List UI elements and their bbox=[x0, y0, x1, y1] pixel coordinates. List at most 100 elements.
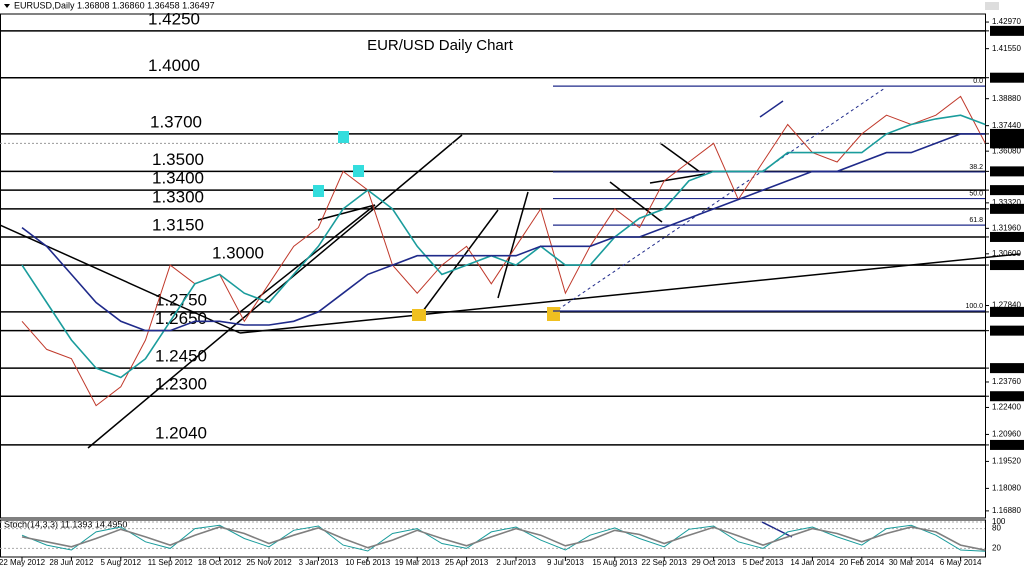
stoch-tick-label: 80 bbox=[992, 524, 1001, 533]
trendline bbox=[229, 204, 376, 321]
x-tick-label: 19 Mar 2013 bbox=[395, 558, 440, 567]
x-tick-label: 25 Apr 2013 bbox=[445, 558, 489, 567]
scroll-button[interactable] bbox=[985, 2, 999, 10]
price-box bbox=[990, 363, 1024, 374]
level-label: 1.2450 bbox=[155, 347, 207, 366]
price-box bbox=[990, 203, 1024, 214]
y-tick-label: 1.20960 bbox=[992, 430, 1021, 439]
fib-label: 38.2 bbox=[969, 164, 983, 171]
y-tick-label: 1.38880 bbox=[992, 94, 1021, 103]
marker bbox=[338, 131, 349, 143]
series-line bbox=[21, 133, 986, 332]
price-box bbox=[990, 306, 1024, 317]
trendline bbox=[419, 209, 499, 316]
trendline bbox=[87, 134, 463, 449]
series-line bbox=[21, 114, 986, 379]
y-tick-label: 1.23000 bbox=[992, 391, 1021, 400]
y-tick-label: 1.37000 bbox=[992, 129, 1021, 138]
fib-label: 61.8 bbox=[969, 217, 983, 224]
y-tick-label: 1.41550 bbox=[992, 44, 1021, 53]
series-line bbox=[21, 95, 986, 407]
x-tick-label: 28 Jun 2012 bbox=[49, 558, 94, 567]
price-pane bbox=[0, 13, 986, 519]
menu-arrow[interactable] bbox=[4, 4, 10, 8]
y-tick-label: 1.42500 bbox=[992, 26, 1021, 35]
price-box bbox=[990, 138, 1024, 149]
stoch-pane bbox=[0, 519, 986, 558]
fib-label: 0.0 bbox=[973, 78, 983, 85]
y-tick-label: 1.40000 bbox=[992, 73, 1021, 82]
price-box bbox=[990, 25, 1024, 36]
level-label: 1.3300 bbox=[152, 187, 204, 206]
level-label: 1.4250 bbox=[148, 9, 200, 28]
fib-channel bbox=[552, 87, 886, 314]
marker bbox=[547, 307, 560, 321]
series-line bbox=[21, 526, 986, 551]
marker bbox=[412, 309, 426, 321]
price-box bbox=[990, 166, 1024, 177]
level-label: 1.4000 bbox=[148, 56, 200, 75]
level-label: 1.3150 bbox=[152, 215, 204, 234]
price-box bbox=[990, 325, 1024, 336]
x-tick-label: 18 Oct 2012 bbox=[198, 558, 242, 567]
level-label: 1.3500 bbox=[152, 150, 204, 169]
level-label: 1.3000 bbox=[212, 244, 264, 263]
y-tick-label: 1.35000 bbox=[992, 166, 1021, 175]
y-tick-label: 1.33000 bbox=[992, 204, 1021, 213]
x-tick-label: 5 Dec 2013 bbox=[743, 558, 784, 567]
y-tick-label: 1.26500 bbox=[992, 326, 1021, 335]
y-tick-label: 1.20400 bbox=[992, 440, 1021, 449]
level-label: 1.3700 bbox=[150, 112, 202, 131]
trendline bbox=[761, 521, 793, 538]
x-tick-label: 14 Jan 2014 bbox=[790, 558, 835, 567]
stoch-tick-label: 20 bbox=[992, 544, 1001, 553]
chart-title: EUR/USD Daily Chart bbox=[367, 37, 514, 54]
trendline bbox=[497, 191, 529, 299]
y-tick-label: 1.31960 bbox=[992, 223, 1021, 232]
price-box bbox=[990, 128, 1024, 139]
trendline bbox=[759, 100, 784, 118]
level-label: 1.2300 bbox=[155, 375, 207, 394]
trendline bbox=[317, 204, 376, 221]
y-tick-label: 1.37440 bbox=[992, 121, 1021, 130]
y-tick-label: 1.22400 bbox=[992, 403, 1021, 412]
price-box bbox=[990, 260, 1024, 271]
y-tick-label: 1.30000 bbox=[992, 260, 1021, 269]
stoch-tick-label: 100 bbox=[992, 517, 1006, 526]
y-tick-label: 1.18080 bbox=[992, 484, 1021, 493]
price-box bbox=[990, 185, 1024, 196]
price-box bbox=[990, 72, 1024, 83]
x-tick-label: 9 Jul 2013 bbox=[547, 558, 584, 567]
trendline bbox=[659, 142, 701, 173]
level-label: 1.3400 bbox=[152, 169, 204, 188]
price-box bbox=[990, 439, 1024, 450]
price-box bbox=[990, 231, 1024, 242]
x-tick-label: 29 Oct 2013 bbox=[692, 558, 736, 567]
trendline bbox=[649, 173, 706, 184]
y-tick-label: 1.24500 bbox=[992, 363, 1021, 372]
x-tick-label: 2 Jun 2013 bbox=[496, 558, 536, 567]
fib-label: 100.0 bbox=[965, 303, 983, 310]
x-tick-label: 6 May 2014 bbox=[940, 558, 982, 567]
x-tick-label: 30 Mar 2014 bbox=[889, 558, 934, 567]
y-tick-label: 1.19520 bbox=[992, 457, 1021, 466]
y-tick-label: 1.27500 bbox=[992, 307, 1021, 316]
marker bbox=[353, 165, 364, 177]
x-tick-label: 11 Sep 2012 bbox=[148, 558, 193, 567]
trendlines bbox=[0, 134, 1021, 449]
stoch-title: Stoch(14,3,3) 11.1393 14.4950 bbox=[4, 519, 127, 529]
x-tick-label: 3 Jan 2013 bbox=[299, 558, 339, 567]
x-tick-label: 5 Aug 2012 bbox=[101, 558, 142, 567]
symbol-header: EURUSD,Daily 1.36808 1.36860 1.36458 1.3… bbox=[14, 0, 215, 10]
axis-top bbox=[985, 0, 1024, 10]
level-label: 1.2650 bbox=[155, 309, 207, 328]
x-tick-label: 25 Nov 2012 bbox=[246, 558, 292, 567]
y-tick-label: 1.31500 bbox=[992, 232, 1021, 241]
y-tick-label: 1.27840 bbox=[992, 301, 1021, 310]
x-tick-label: 22 May 2012 bbox=[0, 558, 46, 567]
x-tick-label: 10 Feb 2013 bbox=[345, 558, 390, 567]
x-tick-label: 22 Sep 2013 bbox=[642, 558, 688, 567]
trendline bbox=[609, 181, 663, 223]
